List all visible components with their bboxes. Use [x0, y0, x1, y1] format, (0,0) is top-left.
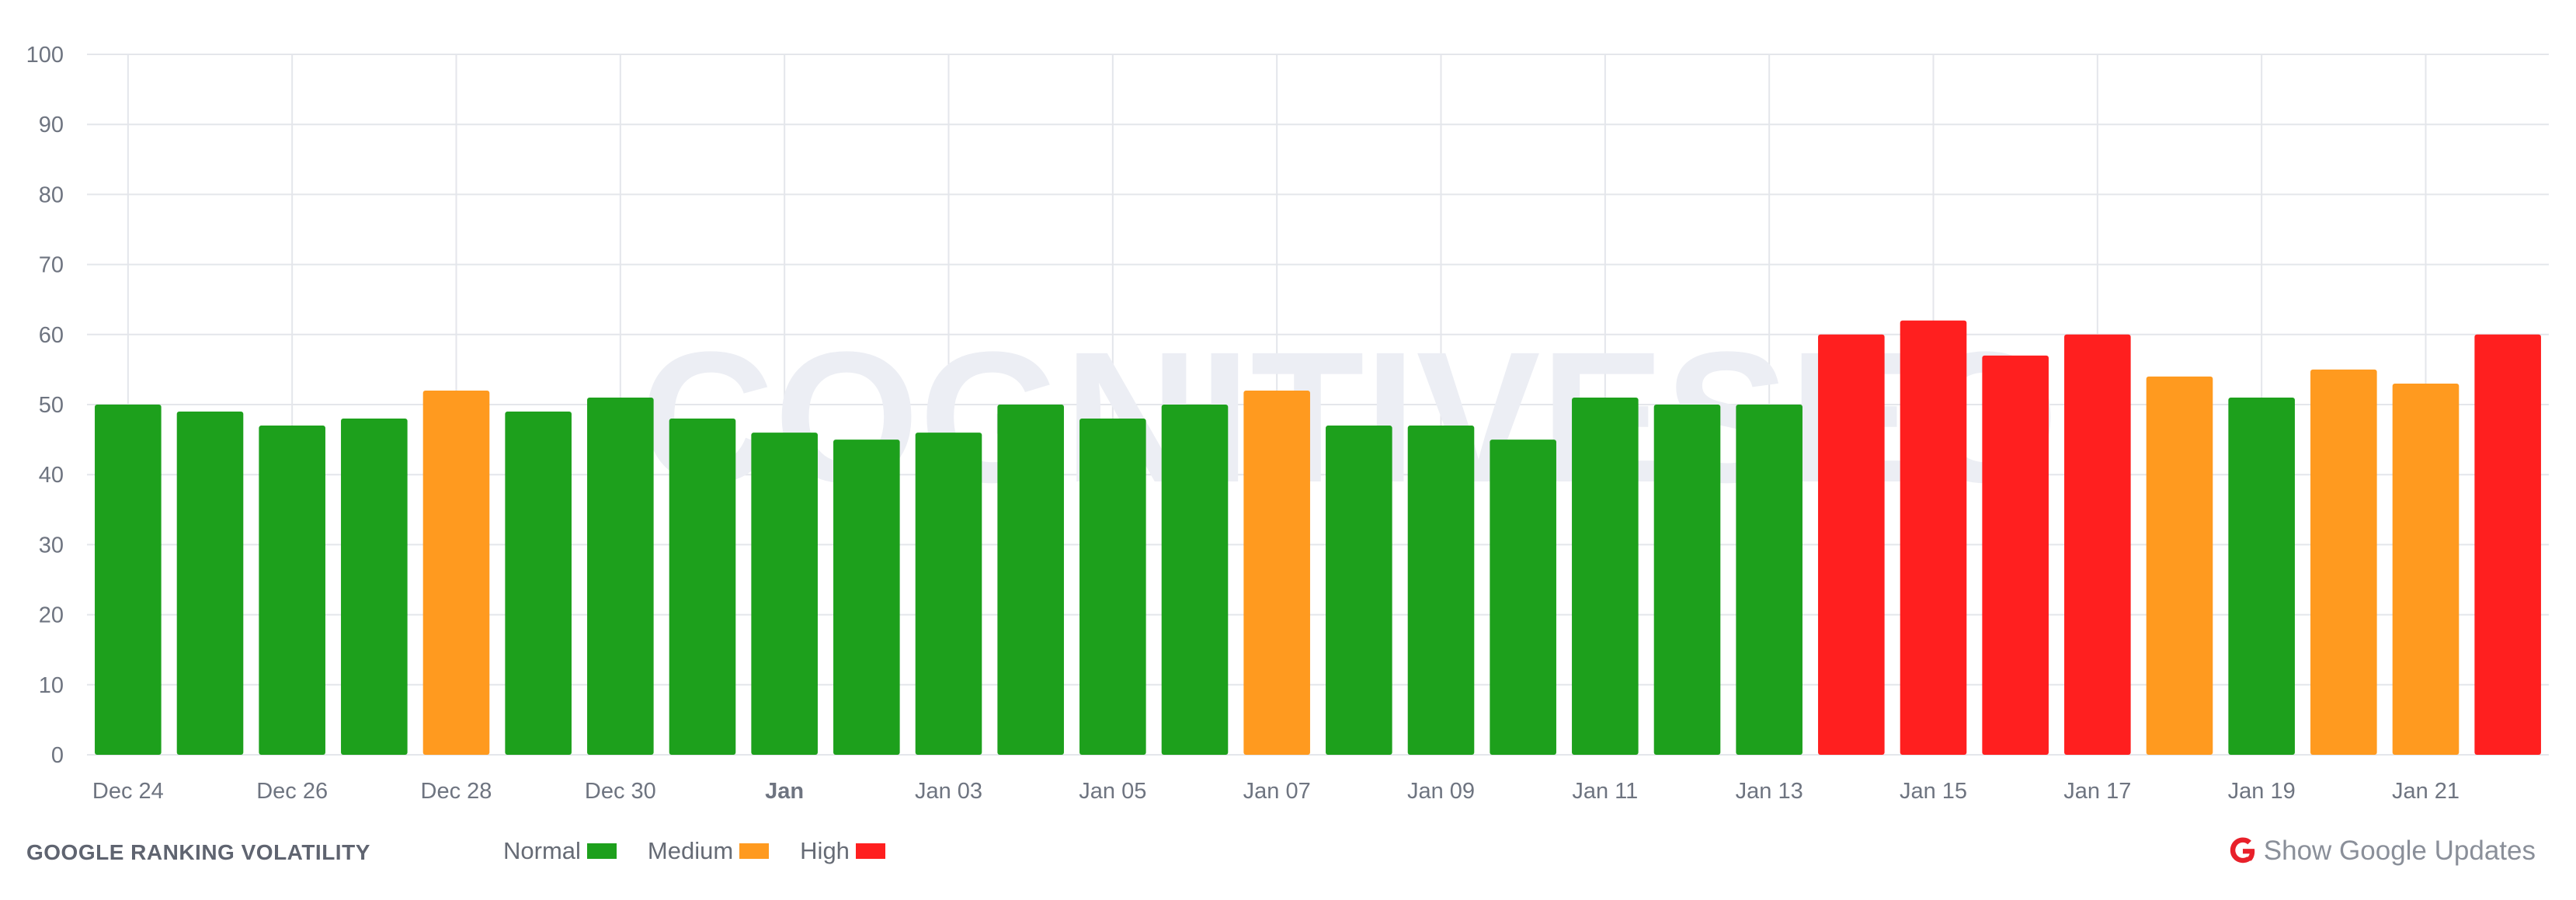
x-tick-label: Jan 11: [1572, 779, 1638, 804]
legend-item-normal: Normal: [503, 837, 617, 865]
legend: Normal Medium High: [503, 837, 916, 865]
bar-jan-15[interactable]: Jan 15: 62: [1900, 320, 1967, 755]
bar-dec-30[interactable]: Dec 30: 51: [587, 397, 654, 755]
x-tick-label: Jan 09: [1407, 779, 1475, 804]
bar-dec-25[interactable]: Dec 25: 49: [176, 412, 244, 755]
show-google-updates-label: Show Google Updates: [2263, 836, 2536, 866]
legend-swatch-high: [855, 843, 885, 859]
bar-jan-14[interactable]: Jan 14: 60: [1818, 334, 1885, 755]
chart-svg: COGNITIVESEO Dec 24: 50Dec 25: 49Dec 26:…: [26, 43, 2549, 804]
bar-dec-26[interactable]: Dec 26: 47: [259, 426, 325, 755]
bar-jan-09[interactable]: Jan 09: 47: [1407, 426, 1475, 755]
x-tick-label: Dec 24: [92, 779, 164, 804]
y-tick-label: 70: [39, 253, 64, 278]
show-google-updates-button[interactable]: Show Google Updates: [2228, 836, 2536, 867]
x-tick-label: Jan 15: [1900, 779, 1967, 804]
bar-jan-08[interactable]: Jan 08: 47: [1326, 426, 1392, 755]
x-tick-label: Jan 03: [915, 779, 982, 804]
x-tick-label: Jan 19: [2228, 779, 2296, 804]
legend-label-normal: Normal: [503, 837, 581, 864]
legend-item-medium: Medium: [647, 837, 770, 865]
y-tick-label: 20: [39, 603, 64, 628]
google-g-icon: [2230, 837, 2254, 864]
legend-label-high: High: [800, 837, 850, 864]
y-tick-label: 100: [26, 43, 64, 68]
y-tick-label: 30: [39, 533, 64, 558]
y-axis-ticks: 0 10 20 30 40 50 60 70 80 90 100: [26, 43, 64, 768]
bar-jan-12[interactable]: Jan 12: 50: [1653, 405, 1721, 755]
bar-jan-20[interactable]: Jan 20: 55: [2310, 369, 2377, 755]
x-tick-label: Jan 07: [1243, 779, 1311, 804]
x-tick-label: Dec 28: [421, 779, 492, 804]
bar-jan-22[interactable]: Jan 22: 60: [2474, 334, 2541, 755]
bar-jan-06[interactable]: Jan 06: 50: [1161, 405, 1229, 755]
x-tick-label: Jan 17: [2063, 779, 2131, 804]
bar-jan-11[interactable]: Jan 11: 51: [1572, 397, 1639, 755]
bar-dec-27[interactable]: Dec 27: 48: [341, 419, 408, 755]
bar-jan-18[interactable]: Jan 18: 54: [2146, 376, 2213, 755]
x-tick-label: Jan 05: [1079, 779, 1146, 804]
legend-swatch-normal: [586, 843, 617, 859]
y-tick-label: 90: [39, 113, 64, 137]
bar-dec-28[interactable]: Dec 28: 52: [422, 390, 490, 755]
y-tick-label: 0: [51, 743, 64, 768]
x-tick-label: Jan 13: [1736, 779, 1803, 804]
x-tick-label: Jan: [765, 779, 804, 804]
bar-jan[interactable]: Jan: 46: [751, 433, 818, 755]
y-tick-label: 50: [39, 393, 64, 418]
x-axis-ticks: Dec 24 Dec 26 Dec 28 Dec 30 Jan Jan 03 Jan 05 J…: [92, 779, 2460, 804]
bar-jan-07[interactable]: Jan 07: 52: [1243, 390, 1310, 755]
bar-jan-10[interactable]: Jan 10: 45: [1490, 440, 1556, 755]
y-tick-label: 60: [39, 323, 64, 348]
bar-dec-29[interactable]: Dec 29: 49: [505, 412, 572, 755]
x-tick-label: Jan 21: [2392, 779, 2460, 804]
bar-jan-21[interactable]: Jan 21: 53: [2392, 383, 2460, 755]
bar-jan-17[interactable]: Jan 17: 60: [2064, 334, 2131, 755]
bar-jan-04[interactable]: Jan 04: 50: [997, 405, 1064, 755]
bar-jan-02[interactable]: Jan 02: 45: [833, 440, 900, 755]
chart-footer: GOOGLE RANKING VOLATILITY Normal Medium …: [0, 808, 2576, 900]
x-tick-label: Dec 26: [256, 779, 328, 804]
bar-jan-13[interactable]: Jan 13: 50: [1736, 405, 1803, 755]
legend-item-high: High: [800, 837, 885, 865]
legend-label-medium: Medium: [647, 837, 734, 864]
legend-swatch-medium: [739, 843, 770, 859]
bar-jan-05[interactable]: Jan 05: 48: [1079, 419, 1146, 755]
y-tick-label: 40: [39, 463, 64, 488]
y-tick-label: 10: [39, 673, 64, 698]
bar-jan-16[interactable]: Jan 16: 57: [1982, 355, 2049, 755]
x-tick-label: Dec 30: [585, 779, 656, 804]
bars-layer: Dec 24: 50Dec 25: 49Dec 26: 47Dec 27: 48…: [95, 320, 2541, 755]
y-tick-label: 80: [39, 182, 64, 207]
bar-jan-03[interactable]: Jan 03: 46: [915, 433, 982, 755]
bar-dec-31[interactable]: Dec 31: 48: [669, 419, 736, 755]
bar-jan-19[interactable]: Jan 19: 51: [2228, 397, 2295, 755]
bar-dec-24[interactable]: Dec 24: 50: [95, 405, 162, 755]
chart-title: GOOGLE RANKING VOLATILITY: [26, 840, 370, 864]
